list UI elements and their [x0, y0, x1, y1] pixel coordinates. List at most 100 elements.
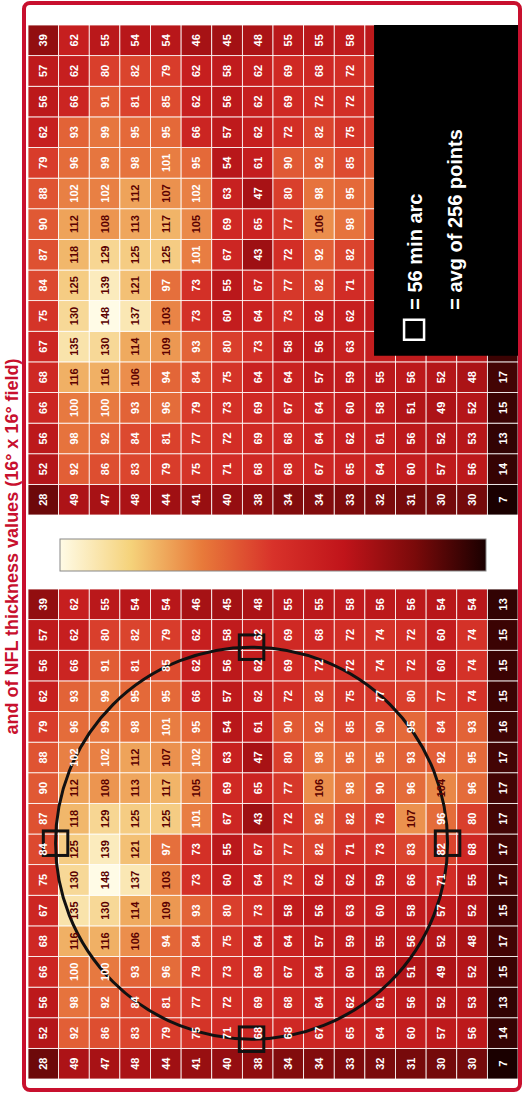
cell — [365, 742, 396, 773]
cell — [273, 117, 304, 148]
cell — [273, 987, 304, 1018]
cell-label: 79 — [190, 966, 202, 978]
cell-label: 77 — [374, 690, 386, 702]
cell — [181, 239, 212, 270]
cell — [212, 1018, 243, 1049]
cell — [365, 773, 396, 804]
cell-label: 66 — [37, 402, 49, 414]
cell — [151, 209, 182, 240]
cell-label: 62 — [252, 65, 264, 77]
sample-square — [239, 1027, 264, 1052]
cell-label: 63 — [221, 751, 233, 763]
cell — [396, 834, 427, 865]
cell — [120, 865, 151, 896]
cell-label: 67 — [37, 904, 49, 916]
cell — [365, 362, 396, 393]
cell — [28, 865, 59, 896]
cell-label: 95 — [129, 690, 141, 702]
cell-label: 31 — [405, 494, 417, 506]
cell-label: 39 — [37, 598, 49, 610]
cell-label: 113 — [129, 779, 141, 797]
cell — [304, 895, 335, 926]
cell-label: 72 — [221, 432, 233, 444]
cell-label: 66 — [37, 966, 49, 978]
cell-label: 82 — [313, 126, 325, 138]
cell — [242, 331, 273, 362]
cell-label: 17 — [497, 782, 509, 794]
cell-label: 72 — [344, 65, 356, 77]
cell — [212, 301, 243, 332]
cell-label: 65 — [252, 218, 264, 230]
cell-label: 90 — [37, 218, 49, 230]
cell-label: 68 — [282, 1027, 294, 1039]
cell — [59, 681, 90, 712]
cell-label: 78 — [374, 813, 386, 825]
cell-label: 48 — [252, 598, 264, 610]
cell — [181, 712, 212, 743]
cell-label: 67 — [221, 249, 233, 261]
cell — [181, 957, 212, 988]
cell — [212, 86, 243, 117]
cell — [487, 1018, 518, 1049]
cell-label: 125 — [160, 246, 172, 264]
cell — [304, 957, 335, 988]
cell-label: 15 — [497, 629, 509, 641]
cell — [426, 589, 457, 620]
cell — [181, 834, 212, 865]
cell — [89, 620, 120, 651]
cell — [242, 987, 273, 1018]
cell — [151, 742, 182, 773]
cell-label: 65 — [344, 463, 356, 475]
cell — [334, 423, 365, 454]
annotation: = avg of 256 points — [444, 129, 466, 310]
cell-label: 95 — [466, 751, 478, 763]
cell — [396, 865, 427, 896]
cell-label: 17 — [497, 843, 509, 855]
cell-label: 98 — [313, 187, 325, 199]
cell — [59, 957, 90, 988]
cell-label: 68 — [282, 996, 294, 1008]
cell-label: 57 — [313, 935, 325, 947]
cell-label: 98 — [129, 157, 141, 169]
cell — [487, 484, 518, 515]
cell — [212, 117, 243, 148]
cell-label: 93 — [190, 904, 202, 916]
cell-label: 105 — [190, 779, 202, 797]
cell — [89, 1018, 120, 1049]
cell — [59, 393, 90, 424]
cell — [487, 1048, 518, 1079]
cell-label: 93 — [129, 402, 141, 414]
cell-label: 55 — [99, 598, 111, 610]
cell-label: 58 — [405, 904, 417, 916]
cell-label: 130 — [99, 901, 111, 919]
cell-label: 30 — [435, 1058, 447, 1070]
cell-label: 83 — [129, 1027, 141, 1039]
cell — [242, 773, 273, 804]
cell — [59, 239, 90, 270]
cell — [242, 270, 273, 301]
cell — [426, 620, 457, 651]
cell — [28, 484, 59, 515]
cell — [181, 1048, 212, 1079]
cell — [365, 834, 396, 865]
cell-label: 15 — [497, 402, 509, 414]
cell-label: 74 — [466, 628, 478, 641]
cell — [120, 773, 151, 804]
cell-label: 96 — [160, 966, 172, 978]
cell-label: 116 — [68, 368, 80, 386]
cell-label: 62 — [37, 690, 49, 702]
cell-label: 82 — [129, 65, 141, 77]
cell — [89, 895, 120, 926]
cell-label: 13 — [497, 432, 509, 444]
cell — [304, 331, 335, 362]
cell — [181, 803, 212, 834]
cell-label: 49 — [68, 1058, 80, 1070]
cell-label: 125 — [68, 276, 80, 294]
cell — [273, 362, 304, 393]
cell-label: 45 — [221, 34, 233, 46]
cell — [242, 681, 273, 712]
cell — [89, 393, 120, 424]
cell-label: 104 — [435, 778, 447, 797]
cell-label: 148 — [99, 307, 111, 325]
cell — [89, 331, 120, 362]
